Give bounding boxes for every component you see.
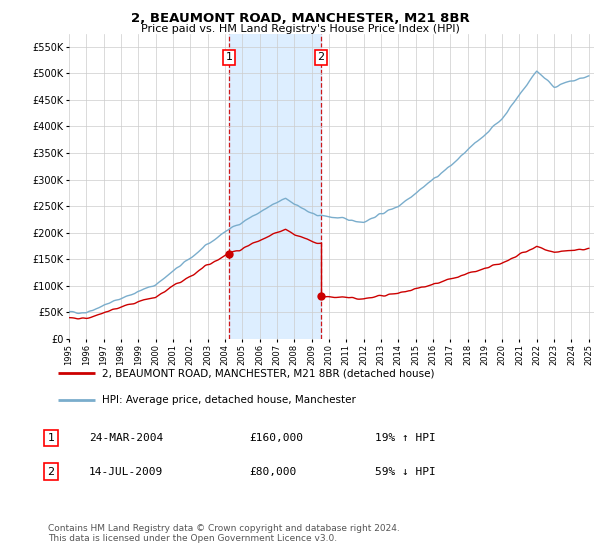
Text: 2, BEAUMONT ROAD, MANCHESTER, M21 8BR: 2, BEAUMONT ROAD, MANCHESTER, M21 8BR	[131, 12, 469, 25]
Text: 24-MAR-2004: 24-MAR-2004	[89, 433, 163, 443]
Text: 19% ↑ HPI: 19% ↑ HPI	[375, 433, 436, 443]
Text: Contains HM Land Registry data © Crown copyright and database right 2024.
This d: Contains HM Land Registry data © Crown c…	[48, 524, 400, 543]
Text: £160,000: £160,000	[249, 433, 303, 443]
Bar	[229, 34, 321, 339]
Text: Price paid vs. HM Land Registry's House Price Index (HPI): Price paid vs. HM Land Registry's House …	[140, 24, 460, 34]
Text: 2: 2	[47, 466, 55, 477]
Text: 2: 2	[317, 53, 325, 63]
Text: 2, BEAUMONT ROAD, MANCHESTER, M21 8BR (detached house): 2, BEAUMONT ROAD, MANCHESTER, M21 8BR (d…	[103, 368, 435, 379]
Text: 59% ↓ HPI: 59% ↓ HPI	[375, 466, 436, 477]
Text: HPI: Average price, detached house, Manchester: HPI: Average price, detached house, Manc…	[103, 395, 356, 405]
Text: £80,000: £80,000	[249, 466, 296, 477]
Text: 1: 1	[47, 433, 55, 443]
Text: 1: 1	[226, 53, 232, 63]
Text: 14-JUL-2009: 14-JUL-2009	[89, 466, 163, 477]
